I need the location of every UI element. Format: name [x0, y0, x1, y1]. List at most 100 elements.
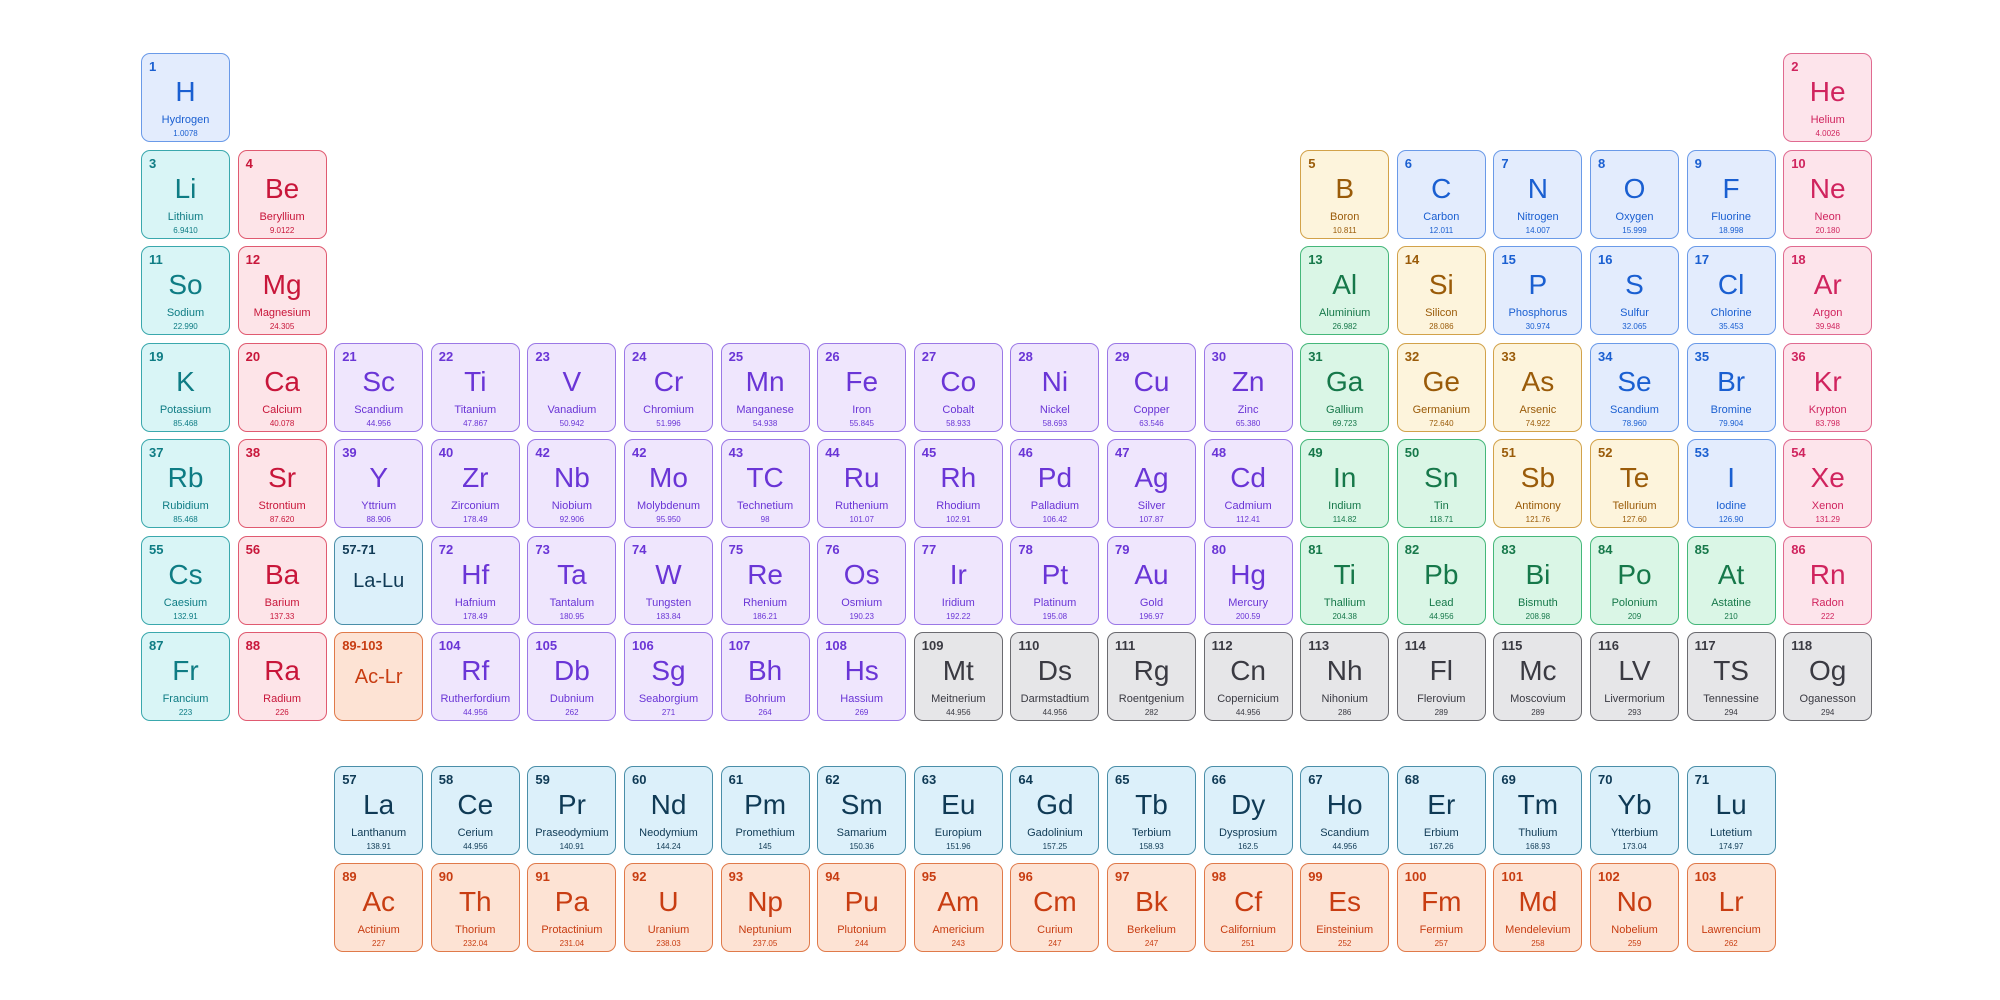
element-tile-tc[interactable]: 43 TC Technetium 98 [720, 439, 810, 528]
element-tile-ds[interactable]: 110 Ds Darmstadtium 44.956 [1010, 632, 1100, 721]
element-tile-k[interactable]: 19 K Potassium 85.468 [141, 342, 230, 432]
element-tile-b[interactable]: 5 B Boron 10.811 [1300, 149, 1390, 239]
element-tile-co[interactable]: 27 Co Cobalt 58.933 [913, 342, 1003, 432]
element-tile-rn[interactable]: 86 Rn Radon 222 [1783, 535, 1873, 625]
element-tile-cf[interactable]: 98 Cf Californium 251 [1203, 862, 1293, 952]
element-tile-lr[interactable]: 103 Lr Lawrencium 262 [1686, 862, 1776, 952]
element-tile-i[interactable]: 53 I Iodine 126.90 [1686, 439, 1776, 528]
element-tile-v[interactable]: 23 V Vanadium 50.942 [527, 342, 617, 432]
element-tile-sg[interactable]: 106 Sg Seaborgium 271 [624, 632, 713, 721]
element-tile-y[interactable]: 39 Y Yttrium 88.906 [334, 439, 424, 528]
element-tile-la[interactable]: 57 La Lanthanum 138.91 [334, 766, 424, 855]
element-tile-ts[interactable]: 117 TS Tennessine 294 [1686, 632, 1776, 721]
element-tile-bi[interactable]: 83 Bi Bismuth 208.98 [1493, 535, 1583, 625]
element-tile-rb[interactable]: 37 Rb Rubidium 85.468 [141, 439, 230, 528]
element-tile-rh[interactable]: 45 Rh Rhodium 102.91 [913, 439, 1003, 528]
element-tile-fm[interactable]: 100 Fm Fermium 257 [1396, 862, 1486, 952]
element-tile-fl[interactable]: 114 Fl Flerovium 289 [1396, 632, 1486, 721]
element-tile-kr[interactable]: 36 Kr Krypton 83.798 [1783, 342, 1873, 432]
element-tile-sb[interactable]: 51 Sb Antimony 121.76 [1493, 439, 1583, 528]
element-tile-he[interactable]: 2 He Helium 4.0026 [1783, 53, 1873, 142]
element-tile-n[interactable]: 7 N Nitrogen 14.007 [1493, 149, 1583, 239]
element-tile-li[interactable]: 3 Li Lithium 6.9410 [141, 149, 230, 239]
element-tile-eu[interactable]: 63 Eu Europium 151.96 [913, 766, 1003, 855]
element-tile-ge[interactable]: 32 Ge Germanium 72.640 [1396, 342, 1486, 432]
element-tile-sn[interactable]: 50 Sn Tin 118.71 [1396, 439, 1486, 528]
element-tile-f[interactable]: 9 F Fluorine 18.998 [1686, 149, 1776, 239]
element-tile-p[interactable]: 15 P Phosphorus 30.974 [1493, 246, 1583, 335]
element-tile-be[interactable]: 4 Be Beryllium 9.0122 [237, 149, 327, 239]
element-tile-pu[interactable]: 94 Pu Plutonium 244 [817, 862, 907, 952]
element-tile-ga[interactable]: 31 Ga Gallium 69.723 [1300, 342, 1390, 432]
element-tile-ho[interactable]: 67 Ho Scandium 44.956 [1300, 766, 1390, 855]
element-tile-sr[interactable]: 38 Sr Strontium 87.620 [237, 439, 327, 528]
element-tile-mg[interactable]: 12 Mg Magnesium 24.305 [237, 246, 327, 335]
element-tile-rf[interactable]: 104 Rf Rutherfordium 44.956 [430, 632, 520, 721]
element-tile-pt[interactable]: 78 Pt Platinum 195.08 [1010, 535, 1100, 625]
element-tile-zn[interactable]: 30 Zn Zinc 65.380 [1203, 342, 1293, 432]
element-tile-dy[interactable]: 66 Dy Dysprosium 162.5 [1203, 766, 1293, 855]
element-tile-ag[interactable]: 47 Ag Silver 107.87 [1107, 439, 1196, 528]
element-tile-yb[interactable]: 70 Yb Ytterbium 173.04 [1590, 766, 1679, 855]
element-tile-hs[interactable]: 108 Hs Hassium 269 [817, 632, 907, 721]
element-tile-ir[interactable]: 77 Ir Iridium 192.22 [913, 535, 1003, 625]
element-tile-ac-lr[interactable]: 89-103 Ac-Lr [334, 632, 424, 721]
element-tile-hg[interactable]: 80 Hg Mercury 200.59 [1203, 535, 1293, 625]
element-tile-cm[interactable]: 96 Cm Curium 247 [1010, 862, 1100, 952]
element-tile-si[interactable]: 14 Si Silicon 28.086 [1396, 246, 1486, 335]
element-tile-lu[interactable]: 71 Lu Lutetium 174.97 [1686, 766, 1776, 855]
element-tile-np[interactable]: 93 Np Neptunium 237.05 [720, 862, 810, 952]
element-tile-cn[interactable]: 112 Cn Copernicium 44.956 [1203, 632, 1293, 721]
element-tile-so[interactable]: 11 So Sodium 22.990 [141, 246, 230, 335]
element-tile-ac[interactable]: 89 Ac Actinium 227 [334, 862, 424, 952]
element-tile-pm[interactable]: 61 Pm Promethium 145 [720, 766, 810, 855]
element-tile-re[interactable]: 75 Re Rhenium 186.21 [720, 535, 810, 625]
element-tile-nd[interactable]: 60 Nd Neodymium 144.24 [624, 766, 713, 855]
element-tile-cu[interactable]: 29 Cu Copper 63.546 [1107, 342, 1196, 432]
element-tile-ru[interactable]: 44 Ru Ruthenium 101.07 [817, 439, 907, 528]
element-tile-in[interactable]: 49 In Indium 114.82 [1300, 439, 1390, 528]
element-tile-zr[interactable]: 40 Zr Zirconium 178.49 [430, 439, 520, 528]
element-tile-la-lu[interactable]: 57-71 La-Lu [334, 535, 424, 625]
element-tile-bh[interactable]: 107 Bh Bohrium 264 [720, 632, 810, 721]
element-tile-ne[interactable]: 10 Ne Neon 20.180 [1783, 149, 1873, 239]
element-tile-ba[interactable]: 56 Ba Barium 137.33 [237, 535, 327, 625]
element-tile-rg[interactable]: 111 Rg Roentgenium 282 [1107, 632, 1196, 721]
element-tile-sm[interactable]: 62 Sm Samarium 150.36 [817, 766, 907, 855]
element-tile-no[interactable]: 102 No Nobelium 259 [1590, 862, 1679, 952]
element-tile-mt[interactable]: 109 Mt Meitnerium 44.956 [913, 632, 1003, 721]
element-tile-gd[interactable]: 64 Gd Gadolinium 157.25 [1010, 766, 1100, 855]
element-tile-os[interactable]: 76 Os Osmium 190.23 [817, 535, 907, 625]
element-tile-db[interactable]: 105 Db Dubnium 262 [527, 632, 617, 721]
element-tile-mn[interactable]: 25 Mn Manganese 54.938 [720, 342, 810, 432]
element-tile-br[interactable]: 35 Br Bromine 79.904 [1686, 342, 1776, 432]
element-tile-og[interactable]: 118 Og Oganesson 294 [1783, 632, 1873, 721]
element-tile-u[interactable]: 92 U Uranium 238.03 [624, 862, 713, 952]
element-tile-nb[interactable]: 42 Nb Niobium 92.906 [527, 439, 617, 528]
element-tile-o[interactable]: 8 O Oxygen 15.999 [1590, 149, 1679, 239]
element-tile-al[interactable]: 13 Al Aluminium 26.982 [1300, 246, 1390, 335]
element-tile-ar[interactable]: 18 Ar Argon 39.948 [1783, 246, 1873, 335]
element-tile-po[interactable]: 84 Po Polonium 209 [1590, 535, 1679, 625]
element-tile-pd[interactable]: 46 Pd Palladium 106.42 [1010, 439, 1100, 528]
element-tile-ni[interactable]: 28 Ni Nickel 58.693 [1010, 342, 1100, 432]
element-tile-c[interactable]: 6 C Carbon 12.011 [1396, 149, 1486, 239]
element-tile-lv[interactable]: 116 LV Livermorium 293 [1590, 632, 1679, 721]
element-tile-sc[interactable]: 21 Sc Scandium 44.956 [334, 342, 424, 432]
element-tile-se[interactable]: 34 Se Scandium 78.960 [1590, 342, 1679, 432]
element-tile-ti[interactable]: 81 Ti Thallium 204.38 [1300, 535, 1390, 625]
element-tile-tm[interactable]: 69 Tm Thulium 168.93 [1493, 766, 1583, 855]
element-tile-pb[interactable]: 82 Pb Lead 44.956 [1396, 535, 1486, 625]
element-tile-ce[interactable]: 58 Ce Cerium 44.956 [430, 766, 520, 855]
element-tile-hf[interactable]: 72 Hf Hafnium 178.49 [430, 535, 520, 625]
element-tile-cd[interactable]: 48 Cd Cadmium 112.41 [1203, 439, 1293, 528]
element-tile-ca[interactable]: 20 Ca Calcium 40.078 [237, 342, 327, 432]
element-tile-ta[interactable]: 73 Ta Tantalum 180.95 [527, 535, 617, 625]
element-tile-am[interactable]: 95 Am Americium 243 [913, 862, 1003, 952]
element-tile-er[interactable]: 68 Er Erbium 167.26 [1396, 766, 1486, 855]
element-tile-as[interactable]: 33 As Arsenic 74.922 [1493, 342, 1583, 432]
element-tile-md[interactable]: 101 Md Mendelevium 258 [1493, 862, 1583, 952]
element-tile-nh[interactable]: 113 Nh Nihonium 286 [1300, 632, 1390, 721]
element-tile-pa[interactable]: 91 Pa Protactinium 231.04 [527, 862, 617, 952]
element-tile-xe[interactable]: 54 Xe Xenon 131.29 [1783, 439, 1873, 528]
